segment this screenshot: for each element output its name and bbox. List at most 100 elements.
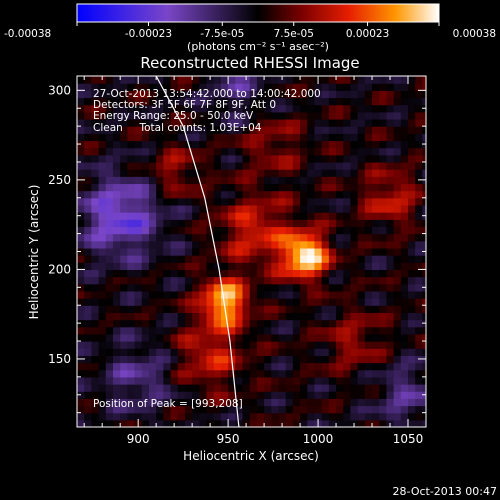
heatmap-cell (112, 269, 121, 278)
heatmap-cell (141, 290, 150, 299)
heatmap-cell (91, 419, 100, 427)
heatmap-cell (249, 147, 258, 156)
heatmap-cell (364, 398, 373, 407)
heatmap-cell (235, 384, 244, 392)
heatmap-cell (220, 326, 229, 335)
heatmap-cell (264, 212, 272, 220)
heatmap-cell (336, 83, 344, 91)
heatmap-cell (271, 355, 280, 364)
heatmap-cell (249, 197, 258, 206)
x-tick-label: 950 (217, 432, 240, 446)
heatmap-cell (379, 219, 388, 228)
heatmap-cell (379, 154, 388, 163)
heatmap-cell (300, 283, 308, 292)
heatmap-cell (127, 376, 136, 385)
heatmap-cell (213, 419, 222, 427)
heatmap-cell (213, 384, 222, 392)
heatmap-cell (249, 391, 258, 399)
heatmap-cell (321, 197, 330, 206)
heatmap-cell (350, 305, 359, 313)
heatmap-cell (350, 283, 359, 292)
heatmap-cell (415, 161, 424, 170)
heatmap-cell (408, 212, 416, 220)
heatmap-cell (98, 126, 107, 134)
heatmap-cell (307, 319, 316, 328)
heatmap-cell (228, 341, 236, 349)
heatmap-cell (357, 212, 366, 220)
heatmap-cell (336, 333, 344, 342)
heatmap-cell (400, 412, 409, 421)
heatmap-cell (285, 133, 294, 142)
heatmap-cell (192, 190, 200, 199)
heatmap-cell (77, 298, 85, 306)
heatmap-cell (141, 133, 150, 142)
heatmap-cell (220, 255, 229, 263)
heatmap-cell (91, 183, 100, 192)
heatmap-cell (120, 126, 128, 134)
heatmap-cell (350, 276, 359, 285)
heatmap-cell (120, 283, 128, 292)
heatmap-cell (170, 341, 179, 349)
heatmap-cell (156, 183, 164, 192)
heatmap-cell (141, 126, 150, 134)
heatmap-cell (98, 154, 107, 163)
heatmap-cell (328, 369, 337, 378)
heatmap-cell (98, 255, 107, 263)
heatmap-cell (206, 326, 215, 335)
heatmap-cell (141, 118, 150, 127)
heatmap-cell (422, 398, 426, 407)
heatmap-cell (192, 83, 200, 91)
heatmap-cell (235, 247, 244, 256)
x-tick-label: 900 (127, 432, 150, 446)
heatmap-cell (256, 104, 265, 113)
heatmap-cell (422, 276, 426, 285)
heatmap-cell (285, 247, 294, 256)
heatmap-cell (163, 391, 172, 399)
heatmap-cell (364, 111, 373, 120)
heatmap-cell (170, 233, 179, 242)
heatmap-cell (264, 333, 272, 342)
heatmap-cell (177, 140, 186, 149)
heatmap-cell (249, 104, 258, 113)
heatmap-cell (127, 212, 136, 220)
heatmap-cell (98, 161, 107, 170)
annotation-time-range: 27-Oct-2013 13:54:42.000 to 14:00:42.000 (93, 88, 321, 100)
heatmap-cell (120, 204, 128, 213)
heatmap-cell (163, 133, 172, 142)
heatmap-cell (292, 104, 301, 113)
heatmap-cell (292, 204, 301, 213)
heatmap-cell (393, 419, 402, 427)
heatmap-cell (220, 240, 229, 249)
heatmap-cell (141, 161, 150, 170)
heatmap-cell (379, 369, 388, 378)
heatmap-cell (177, 97, 186, 106)
heatmap-cell (386, 83, 395, 91)
heatmap-cell (408, 319, 416, 328)
heatmap-cell (163, 140, 172, 149)
heatmap-cell (192, 111, 200, 120)
heatmap-cell (213, 262, 222, 270)
heatmap-cell (163, 233, 172, 242)
heatmap-cell (228, 333, 236, 342)
heatmap-cell (235, 326, 244, 335)
heatmap-cell (372, 226, 380, 235)
heatmap-cell (292, 398, 301, 407)
heatmap-cell (328, 219, 337, 228)
heatmap-cell (422, 161, 426, 170)
heatmap-cell (235, 305, 244, 313)
heatmap-cell (91, 391, 100, 399)
heatmap-cell (242, 226, 251, 235)
heatmap-cell (264, 233, 272, 242)
heatmap-cell (228, 391, 236, 399)
heatmap-cell (408, 176, 416, 185)
heatmap-cell (372, 247, 380, 256)
heatmap-cell (264, 419, 272, 427)
heatmap-cell (148, 362, 157, 371)
heatmap-cell (134, 391, 143, 399)
heatmap-cell (307, 305, 316, 313)
heatmap-cell (105, 362, 114, 371)
heatmap-cell (184, 204, 193, 213)
heatmap-cell (364, 233, 373, 242)
heatmap-cell (343, 305, 352, 313)
heatmap-cell (386, 398, 395, 407)
